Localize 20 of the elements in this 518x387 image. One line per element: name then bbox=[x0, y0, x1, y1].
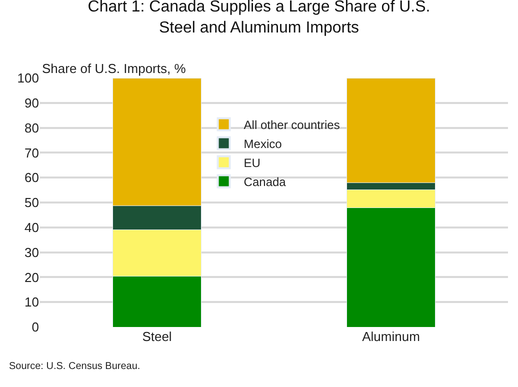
y-tick-label: 100 bbox=[17, 70, 39, 86]
y-tick-label: 90 bbox=[24, 95, 39, 110]
x-tick-label: Steel bbox=[142, 329, 172, 344]
source-note: Source: U.S. Census Bureau. bbox=[9, 361, 140, 372]
legend-label: EU bbox=[244, 156, 260, 170]
x-tick-label: Aluminum bbox=[362, 329, 420, 344]
legend-label: All other countries bbox=[244, 118, 340, 132]
y-tick-label: 30 bbox=[24, 244, 39, 260]
legend-label: Canada bbox=[244, 174, 286, 189]
y-axis-title: Share of U.S. Imports, % bbox=[42, 61, 186, 76]
y-tick-label: 70 bbox=[24, 145, 39, 160]
legend-label: Mexico bbox=[244, 136, 282, 151]
y-tick-label: 40 bbox=[24, 220, 39, 235]
y-tick-label: 10 bbox=[24, 294, 39, 310]
y-tick-label: 0 bbox=[32, 320, 39, 335]
y-tick-label: 20 bbox=[24, 270, 39, 285]
y-tick-label: 80 bbox=[24, 120, 39, 136]
chart-title: Chart 1: Canada Supplies a Large Share of U.S. Steel and Aluminum Imports bbox=[88, 0, 430, 36]
y-tick-label: 60 bbox=[24, 170, 39, 186]
y-tick-label: 50 bbox=[24, 195, 39, 210]
